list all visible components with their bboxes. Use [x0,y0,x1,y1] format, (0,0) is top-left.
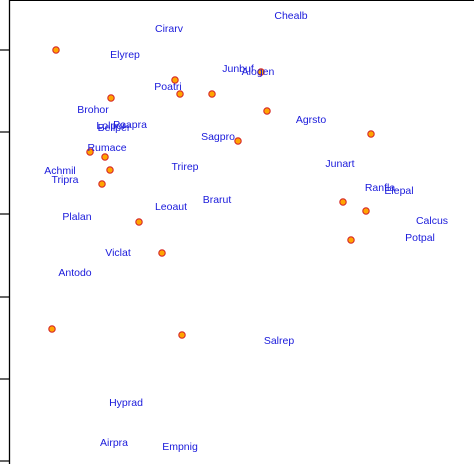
site-point-9 [106,166,114,174]
site-point-6 [362,207,370,215]
species-label-viclat: Viclat [105,247,131,259]
species-label-poatri: Poatri [154,81,181,93]
species-label-plalan: Plalan [62,211,91,223]
species-label-alogen: Alogen [242,66,275,78]
site-point-13 [367,130,375,138]
site-point-7 [339,198,347,206]
species-label-brarut: Brarut [203,194,232,206]
species-label-leoaut: Leoaut [155,201,187,213]
species-label-junbuf: Junbuf [222,63,254,75]
site-point-5 [347,236,355,244]
species-label-ranfla: Ranfla [365,182,396,194]
species-label-agrsto: Agrsto [296,114,327,126]
species-label-airpra: Airpra [100,437,128,449]
species-label-elepal: Elepal [384,185,413,197]
site-point-10 [101,153,109,161]
site-point-20 [52,46,60,54]
species-label-achmil: Achmil [44,165,76,177]
site-point-16 [176,90,184,98]
species-label-lolper: Lolper [96,120,126,132]
site-point-18 [171,76,179,84]
species-label-antodo: Antodo [58,267,91,279]
site-point-15 [107,94,115,102]
species-labels: Airpra Empnig Hyprad Salrep Antodo Viclat Potp… [44,10,448,453]
site-point-1 [48,325,56,333]
species-label-tripra: Tripra [51,174,78,186]
site-point-14 [263,107,271,115]
species-label-sagpro: Sagpro [201,131,235,143]
species-label-rumace: Rumace [87,142,126,154]
site-point-19 [257,68,265,76]
species-label-hyprad: Hyprad [109,397,143,409]
species-label-empnig: Empnig [162,441,198,453]
site-point-11 [86,148,94,156]
site-point-2 [178,331,186,339]
species-label-trirep: Trirep [171,161,198,173]
species-label-chealb: Chealb [274,10,307,22]
species-label-potpal: Potpal [405,232,435,244]
site-point-4 [135,218,143,226]
site-point-8 [98,180,106,188]
species-label-elyrep: Elyrep [110,49,140,61]
species-label-bellper: Bellper [98,122,131,134]
species-label-poapra: Poapra [113,119,147,131]
site-point-12 [234,137,242,145]
species-label-calcus: Calcus [416,215,448,227]
site-point-3 [158,249,166,257]
species-label-salrep: Salrep [264,335,295,347]
species-label-cirarv: Cirarv [155,23,184,35]
site-point-17 [208,90,216,98]
species-label-brohor: Brohor [77,104,109,116]
species-label-junart: Junart [325,158,354,170]
site-points [48,46,375,339]
